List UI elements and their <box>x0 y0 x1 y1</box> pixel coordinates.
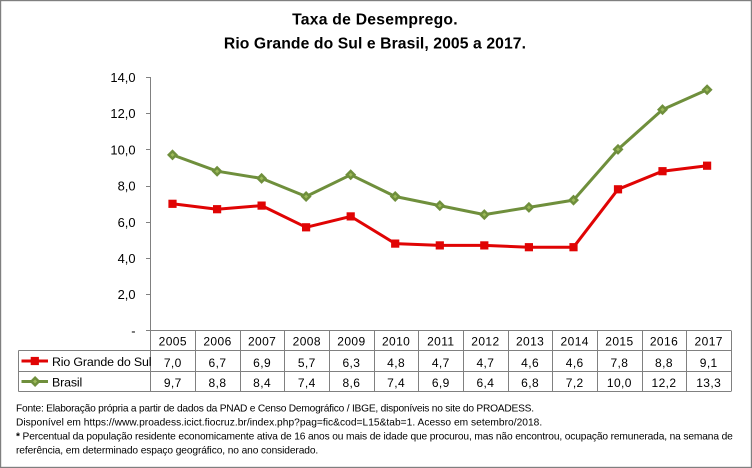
svg-text:4,7: 4,7 <box>432 356 450 370</box>
svg-text:8,8: 8,8 <box>209 376 227 390</box>
svg-text:2015: 2015 <box>605 335 633 349</box>
svg-text:2007: 2007 <box>248 335 276 349</box>
svg-text:4,0: 4,0 <box>118 251 136 266</box>
svg-text:8,0: 8,0 <box>118 179 136 194</box>
svg-text:2014: 2014 <box>561 335 589 349</box>
svg-text:-: - <box>131 323 135 338</box>
svg-text:2005: 2005 <box>159 335 187 349</box>
svg-text:Fonte: Elaboração própria a pa: Fonte: Elaboração própria a partir de da… <box>16 404 534 415</box>
svg-text:9,1: 9,1 <box>700 356 718 370</box>
svg-text:2013: 2013 <box>516 335 544 349</box>
svg-text:2008: 2008 <box>293 335 321 349</box>
svg-text:2,0: 2,0 <box>118 287 136 302</box>
svg-text:8,8: 8,8 <box>655 356 673 370</box>
svg-text:12,0: 12,0 <box>110 106 135 121</box>
svg-text:2011: 2011 <box>427 335 454 349</box>
svg-text:10,0: 10,0 <box>110 142 135 157</box>
svg-text:2016: 2016 <box>650 335 678 349</box>
svg-text:6,7: 6,7 <box>209 356 227 370</box>
svg-text:7,4: 7,4 <box>387 376 405 390</box>
svg-text:10,0: 10,0 <box>607 376 632 390</box>
svg-text:4,6: 4,6 <box>566 356 584 370</box>
svg-text:4,6: 4,6 <box>521 356 539 370</box>
svg-text:6,9: 6,9 <box>432 376 450 390</box>
svg-text:8,6: 8,6 <box>342 376 360 390</box>
svg-text:7,8: 7,8 <box>610 356 628 370</box>
svg-text:7,4: 7,4 <box>298 376 316 390</box>
svg-text:14,0: 14,0 <box>110 70 135 85</box>
svg-text:Brasil: Brasil <box>52 375 82 389</box>
svg-text:8,4: 8,4 <box>253 376 271 390</box>
svg-text:9,7: 9,7 <box>164 376 182 390</box>
svg-text:5,7: 5,7 <box>298 356 316 370</box>
svg-text:Rio Grande do Sul: Rio Grande do Sul <box>52 355 151 369</box>
svg-text:6,4: 6,4 <box>476 376 494 390</box>
svg-text:2006: 2006 <box>203 335 231 349</box>
svg-text:* Percentual da população resi: * Percentual da população residente econ… <box>16 432 733 443</box>
svg-text:7,0: 7,0 <box>164 356 182 370</box>
svg-text:4,7: 4,7 <box>476 356 494 370</box>
svg-text:Disponível em https://www.proa: Disponível em https://www.proadess.icict… <box>16 418 542 429</box>
svg-text:2010: 2010 <box>382 335 410 349</box>
svg-text:referência, em determinado esp: referência, em determinado espaço geográ… <box>16 446 318 457</box>
svg-text:2012: 2012 <box>471 335 499 349</box>
svg-text:Rio Grande do Sul e Brasil, 20: Rio Grande do Sul e Brasil, 2005 a 2017. <box>224 36 526 53</box>
svg-text:7,2: 7,2 <box>566 376 584 390</box>
svg-text:6,3: 6,3 <box>342 356 360 370</box>
svg-text:6,9: 6,9 <box>253 356 271 370</box>
svg-text:Taxa de Desemprego.: Taxa de Desemprego. <box>292 12 458 29</box>
svg-text:2009: 2009 <box>337 335 365 349</box>
svg-text:13,3: 13,3 <box>696 376 721 390</box>
svg-text:4,8: 4,8 <box>387 356 405 370</box>
svg-text:12,2: 12,2 <box>652 376 677 390</box>
svg-text:6,0: 6,0 <box>118 215 136 230</box>
svg-text:2017: 2017 <box>695 335 723 349</box>
svg-text:6,8: 6,8 <box>521 376 539 390</box>
